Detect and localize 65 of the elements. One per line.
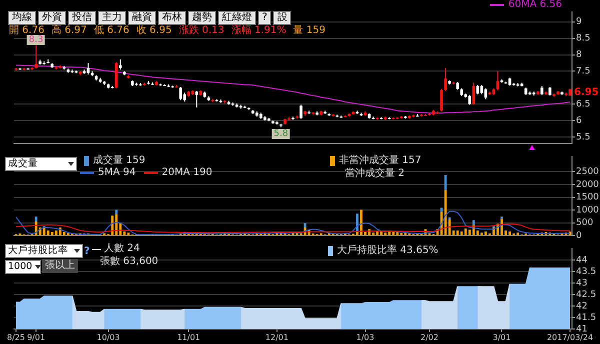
- x-tick-label: 2/02: [420, 332, 438, 342]
- annotation: 張數 63,600: [100, 256, 158, 268]
- annotation: 成交量 159: [93, 155, 146, 167]
- y-tick-label: 2500: [576, 167, 600, 178]
- annotation: 漲幅 1.91%: [231, 25, 286, 36]
- annotation: 高 6.97: [51, 25, 87, 36]
- y-tick-label: 5.5: [576, 132, 590, 142]
- y-tick-label: 8.5: [576, 34, 590, 44]
- legend-label: 20MA 190: [162, 167, 212, 179]
- annotation: 投信: [68, 11, 96, 25]
- y-tick-label: 8: [576, 50, 582, 60]
- annotation: 張以上: [42, 259, 78, 273]
- y-tick-label: 7.5: [576, 66, 590, 77]
- annotation: 均線: [8, 11, 36, 25]
- dropdown-field: 1000: [5, 260, 41, 274]
- annotation: 8.3: [26, 34, 46, 45]
- annotation: ?: [84, 246, 90, 258]
- annotation: 主力: [98, 11, 126, 25]
- annotation: 1000: [8, 261, 32, 273]
- y-tick-label: 42.5: [576, 290, 596, 300]
- y-tick-label: 43: [576, 278, 588, 288]
- y-tick-label: 1500: [576, 192, 600, 203]
- y-tick-label: 9: [576, 17, 582, 28]
- legend-label: 大戶持股比率 43.65%: [337, 245, 438, 257]
- y-tick-label: 6.5: [576, 99, 590, 110]
- annotation: 設: [273, 11, 292, 25]
- x-tick-label: 10/03: [96, 332, 120, 342]
- annotation: 外資: [38, 11, 66, 25]
- legend-label: 5MA 94: [98, 167, 136, 179]
- annotation: 量 159: [293, 25, 326, 36]
- y-tick-label: 500: [576, 218, 594, 228]
- x-tick-label: 1/03: [356, 332, 374, 342]
- annotation: 漲跌 0.13: [178, 25, 224, 36]
- y-tick-label: 6: [576, 116, 582, 126]
- y-tick-label: 41.5: [576, 312, 596, 323]
- x-tick-label: 9/01: [27, 332, 46, 342]
- annotation: 當沖成交量 2: [345, 168, 405, 180]
- y-tick-label: 43.5: [576, 266, 596, 277]
- y-tick-label: 1000: [576, 205, 600, 216]
- annotation: 大戶持股比率: [8, 245, 68, 257]
- text: 6.95: [574, 87, 599, 99]
- annotation: ?: [258, 11, 272, 25]
- x-tick-label: 11/01: [177, 332, 200, 342]
- y-tick-label: 44: [576, 255, 588, 266]
- annotation: 融資: [128, 11, 156, 25]
- annotation: 5.8: [272, 129, 290, 140]
- y-tick-label: 0: [576, 230, 582, 241]
- dropdown-field: 大戶持股比率: [5, 244, 83, 258]
- x-tick-label: 8/25: [7, 332, 25, 342]
- annotation: 低 6.76: [94, 25, 130, 36]
- annotation: 收 6.95: [136, 25, 172, 36]
- annotation: 成交量: [8, 158, 38, 170]
- x-tick-label: 3/01: [492, 332, 511, 342]
- y-tick-label: 42: [576, 301, 588, 312]
- annotation: 人數 24: [104, 243, 140, 255]
- y-tick-label: 41: [576, 324, 588, 334]
- annotation: 紅綠燈: [218, 11, 256, 25]
- y-tick-label: 2000: [576, 180, 600, 190]
- annotation: 開 6.76: [9, 25, 44, 36]
- annotation: 布林: [158, 11, 186, 25]
- x-tick-label: 2017/03/24: [546, 332, 594, 342]
- x-tick-label: 12/01: [265, 332, 288, 342]
- annotation: 趨勢: [188, 11, 216, 25]
- dropdown-field: 成交量: [5, 157, 77, 171]
- legend-label: 非當沖成交量 157: [339, 155, 422, 167]
